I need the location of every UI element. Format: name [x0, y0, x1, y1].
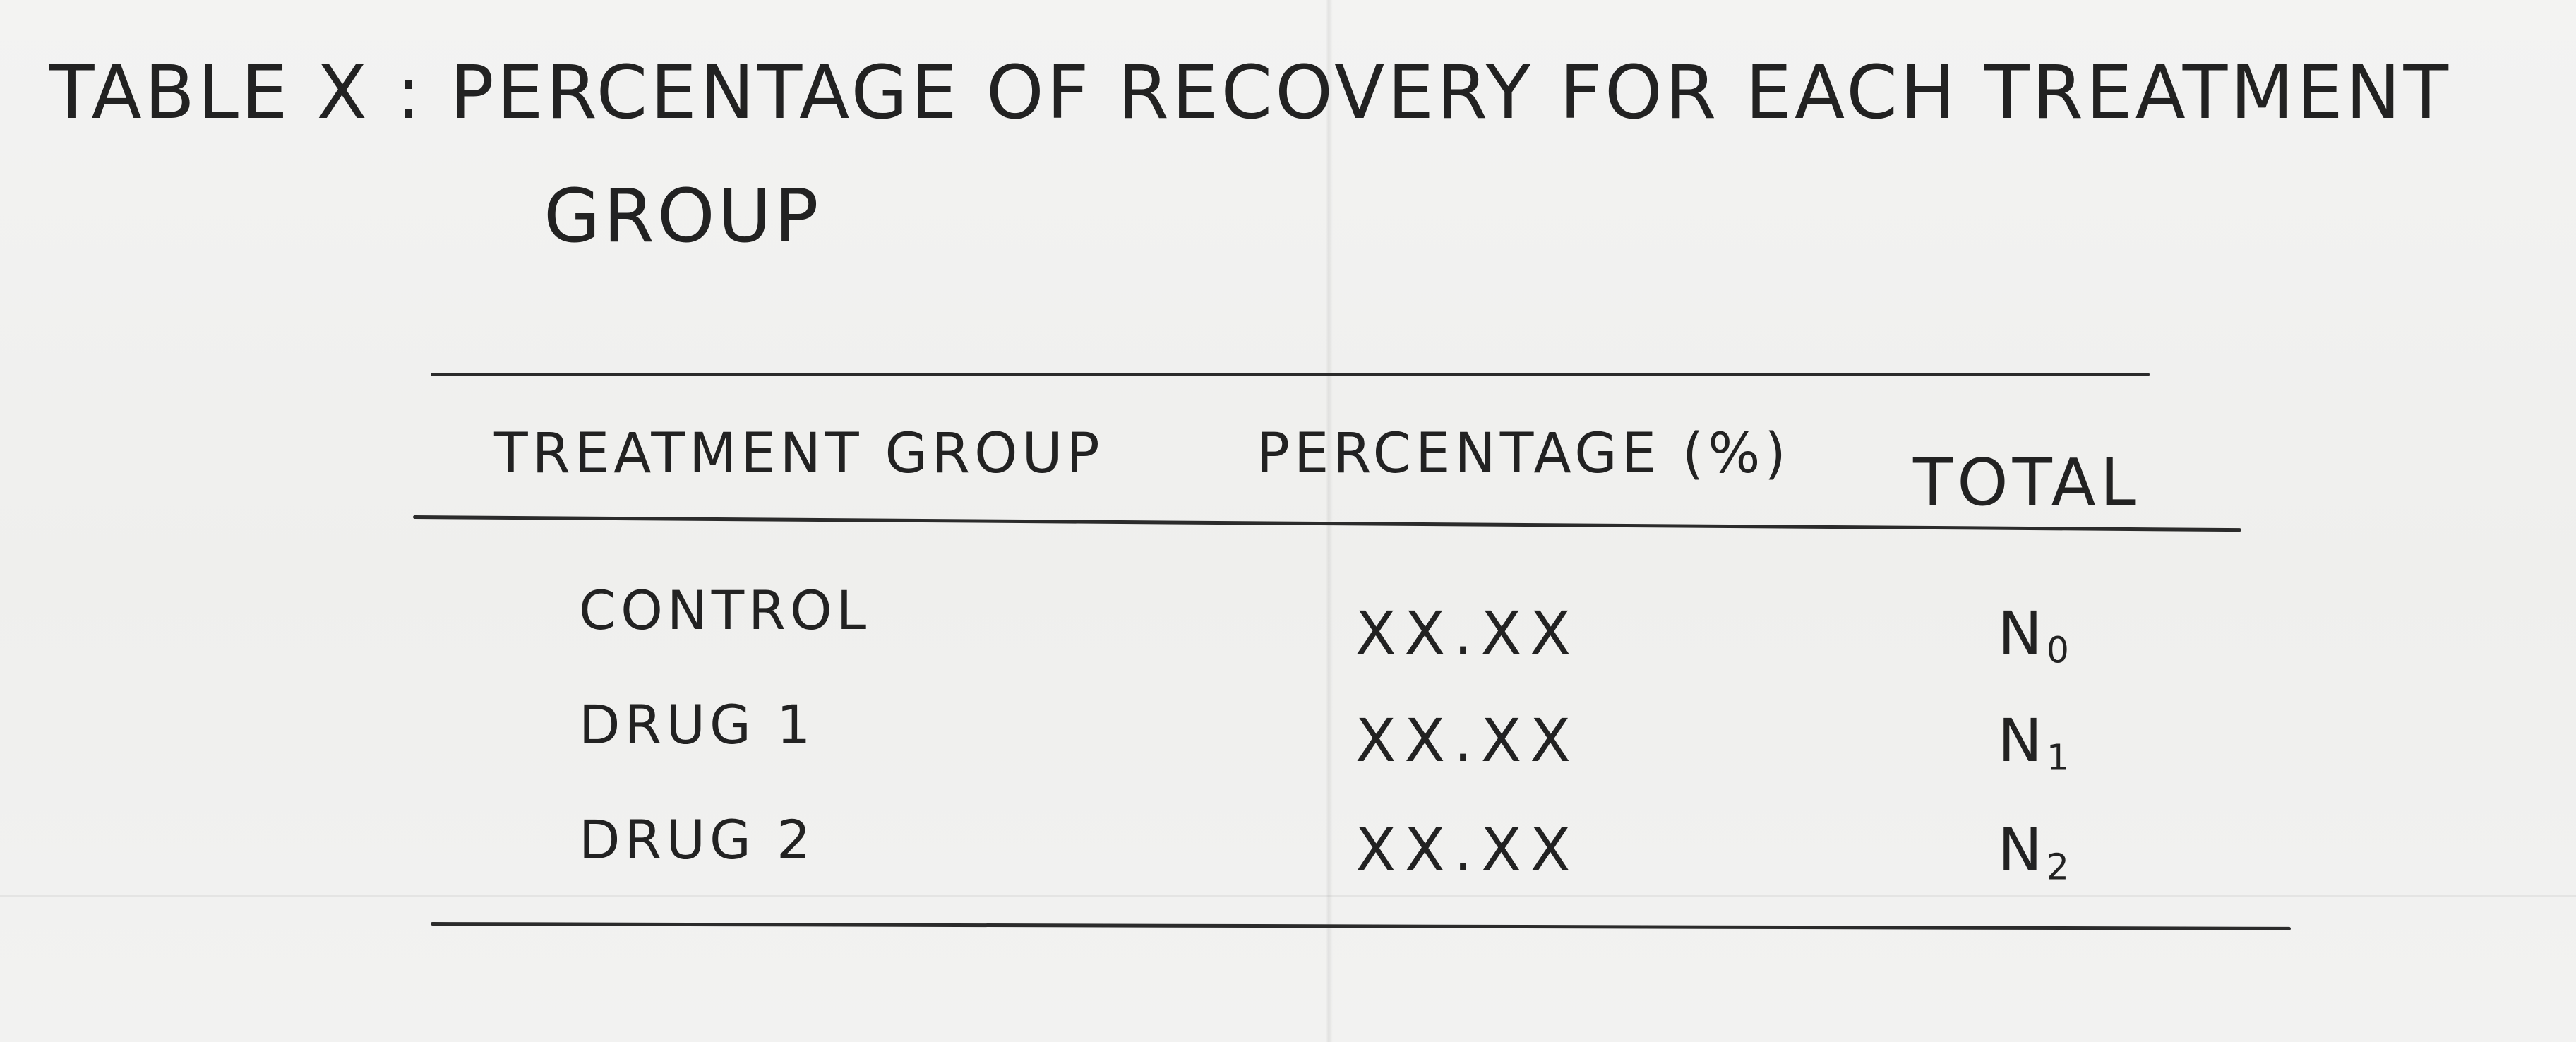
header-treatment-group: TREATMENT GROUP: [494, 422, 1104, 486]
row-total: N1: [1998, 706, 2073, 779]
row-group: CONTROL: [579, 579, 871, 642]
row-total-base: N: [1998, 815, 2047, 885]
row-total-base: N: [1998, 706, 2047, 775]
table-title-continuation: GROUP: [544, 173, 822, 259]
header-total: TOTAL: [1913, 445, 2140, 520]
row-percentage: XX.XX: [1355, 706, 1579, 775]
paper-fold-line: [0, 895, 2576, 897]
header-percentage: PERCENTAGE (%): [1257, 422, 1790, 486]
row-total: N2: [1998, 815, 2073, 888]
row-group: DRUG 1: [579, 693, 815, 756]
row-total-base: N: [1998, 599, 2047, 668]
row-percentage: XX.XX: [1355, 599, 1579, 668]
row-total-subscript: 0: [2046, 629, 2073, 671]
row-percentage: XX.XX: [1355, 815, 1579, 885]
table-title: TABLE X : PERCENTAGE OF RECOVERY FOR EAC…: [49, 49, 2451, 136]
table-top-rule: [431, 373, 2150, 376]
row-total-subscript: 2: [2046, 846, 2073, 888]
row-total-subscript: 1: [2046, 736, 2073, 779]
row-group: DRUG 2: [579, 808, 815, 871]
row-total: N0: [1998, 599, 2073, 671]
